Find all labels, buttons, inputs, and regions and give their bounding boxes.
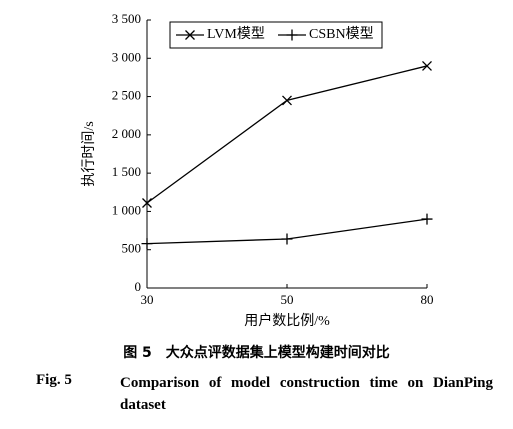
x-axis-label: 用户数比例/% [244, 312, 330, 329]
y-tick-label: 3 500 [112, 11, 141, 26]
caption-en: Comparison of model construction time on… [120, 375, 493, 413]
marker [185, 30, 195, 40]
x-tick-label: 80 [421, 292, 434, 307]
y-tick-label: 3 000 [112, 49, 141, 64]
caption-fig: Fig. 5 [36, 372, 72, 388]
y-tick-label: 2 000 [112, 126, 141, 141]
chart: 0 500 1 000 1 500 2 000 2 500 3 000 3 500 30 50 80… [81, 11, 434, 329]
marker [421, 213, 433, 225]
line [146, 65, 428, 204]
y-tick-label: 500 [122, 241, 142, 256]
legend-box [169, 21, 383, 49]
marker [141, 238, 153, 250]
legend-label: CSBN模型 [309, 26, 374, 42]
y-axis-label: 执行时间/s [81, 121, 97, 186]
y-tick-label: 1 500 [112, 164, 141, 179]
legend-label: LVM模型 [207, 26, 265, 42]
y-tick-label: 1 000 [112, 202, 141, 217]
marker [282, 95, 292, 106]
marker [142, 198, 152, 208]
y-tick-label: 2 500 [112, 88, 141, 103]
caption-cn: 图 5 大众点评数据集上模型构建时间对比 [123, 345, 390, 361]
marker [286, 29, 298, 41]
y-tick-label: 0 [135, 279, 142, 294]
marker [422, 60, 432, 71]
x-tick-label: 30 [141, 292, 154, 307]
x-tick-label: 50 [281, 292, 294, 307]
marker [281, 233, 293, 245]
